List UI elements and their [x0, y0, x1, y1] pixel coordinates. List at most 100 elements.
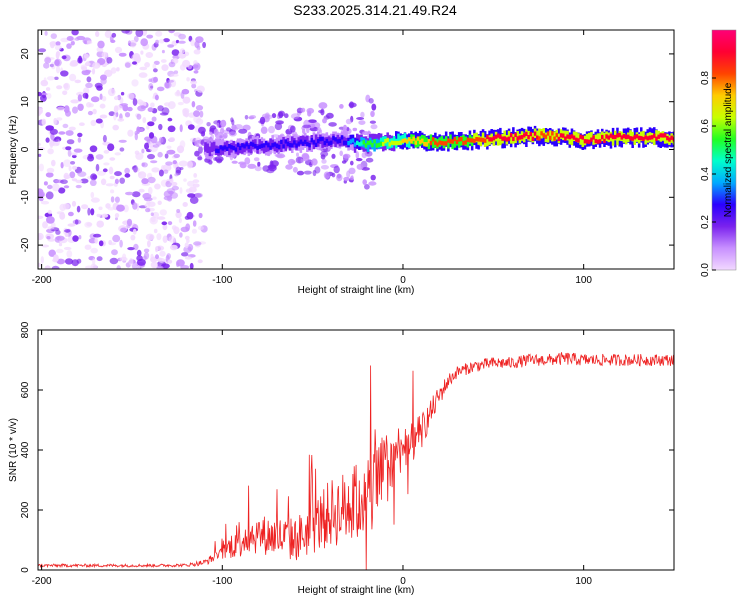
- noise-blob: [198, 146, 203, 154]
- noise-blob: [56, 248, 64, 254]
- ridge-core: [499, 134, 502, 139]
- noise-blob: [59, 212, 66, 220]
- noise-blob: [138, 171, 142, 176]
- scatter-blob: [206, 122, 211, 127]
- scatter-blob: [350, 160, 354, 166]
- noise-blob: [156, 216, 166, 220]
- noise-blob: [38, 163, 45, 172]
- ridge-core: [232, 145, 235, 151]
- scatter-blob: [292, 166, 298, 173]
- ridge-core: [509, 133, 513, 138]
- noise-blob: [182, 96, 191, 104]
- ridge-core: [277, 144, 281, 149]
- ridge-middle: [280, 142, 283, 153]
- noise-blob: [159, 250, 166, 257]
- noise-blob: [71, 154, 77, 159]
- noise-blob: [142, 117, 147, 123]
- noise-blob: [52, 138, 59, 142]
- scatter-blob: [355, 151, 360, 159]
- noise-blob: [189, 196, 199, 204]
- noise-blob: [101, 213, 109, 218]
- noise-blob: [66, 139, 75, 145]
- ridge-middle: [410, 134, 413, 144]
- noise-blob: [148, 132, 155, 139]
- ridge-core: [206, 146, 209, 151]
- noise-blob: [86, 40, 93, 45]
- ridge-middle: [416, 137, 420, 148]
- noise-blob: [58, 242, 63, 247]
- ridge-core: [438, 140, 441, 145]
- noise-blob: [193, 110, 201, 117]
- noise-blob: [90, 119, 97, 127]
- noise-blob: [187, 180, 195, 187]
- ridge-core: [362, 140, 366, 145]
- noise-blob: [100, 178, 107, 186]
- scatter-blob: [267, 164, 277, 170]
- scatter-blob: [370, 174, 376, 181]
- ridge-middle: [633, 135, 637, 145]
- noise-blob: [117, 118, 125, 122]
- noise-blob: [107, 143, 115, 151]
- noise-blob: [132, 228, 137, 235]
- x-tick-label: -100: [212, 275, 232, 286]
- noise-blob: [47, 209, 52, 215]
- chart-title: S233.2025.314.21.49.R24: [293, 2, 457, 18]
- noise-blob: [63, 83, 69, 89]
- ridge-core: [631, 136, 634, 141]
- ridge-core: [523, 133, 526, 138]
- scatter-blob: [244, 115, 249, 120]
- noise-blob: [161, 221, 168, 226]
- noise-blob: [158, 137, 164, 144]
- noise-blob: [90, 208, 95, 216]
- scatter-blob: [216, 122, 220, 128]
- noise-blob: [72, 235, 79, 242]
- noise-blob: [62, 90, 68, 96]
- ridge-core: [540, 131, 543, 136]
- scatter-blob: [228, 131, 237, 137]
- noise-blob: [147, 121, 155, 127]
- noise-blob: [140, 105, 146, 109]
- noise-blob: [147, 240, 151, 248]
- noise-blob: [143, 197, 153, 202]
- ridge-core: [234, 147, 238, 152]
- noise-blob: [128, 258, 134, 266]
- scatter-blob: [352, 127, 358, 132]
- ridge-core: [579, 134, 582, 139]
- ridge-core: [492, 136, 496, 141]
- ridge-core: [392, 140, 396, 146]
- ridge-core: [310, 138, 314, 143]
- noise-blob: [124, 173, 131, 178]
- noise-blob: [67, 149, 72, 157]
- noise-blob: [96, 220, 104, 228]
- scatter-blob: [268, 125, 275, 134]
- noise-blob: [84, 53, 89, 59]
- noise-blob: [150, 160, 158, 164]
- noise-blob: [99, 103, 106, 109]
- ridge-core: [267, 143, 270, 148]
- ridge-middle: [451, 139, 454, 150]
- noise-blob: [192, 220, 197, 227]
- noise-blob: [68, 211, 74, 217]
- noise-blob: [42, 221, 48, 229]
- ridge-core: [221, 146, 225, 151]
- noise-blob: [93, 233, 102, 238]
- ridge-middle: [481, 132, 485, 143]
- ridge-middle: [568, 134, 572, 145]
- ridge-middle: [570, 135, 574, 146]
- ridge-core: [592, 135, 595, 140]
- noise-blob: [192, 179, 200, 184]
- noise-blob: [67, 223, 76, 227]
- noise-blob: [183, 51, 190, 57]
- ridge-core: [425, 142, 428, 147]
- ridge-core: [442, 141, 446, 146]
- noise-blob: [109, 175, 115, 180]
- ridge-core: [616, 133, 619, 138]
- ridge-core: [364, 143, 368, 148]
- ridge-core: [505, 137, 509, 142]
- ridge-outer: [395, 131, 398, 147]
- scatter-blob: [254, 165, 262, 172]
- noise-blob: [162, 164, 172, 172]
- ridge-core: [653, 133, 656, 138]
- ridge-core: [295, 143, 298, 148]
- scatter-blob: [300, 158, 305, 163]
